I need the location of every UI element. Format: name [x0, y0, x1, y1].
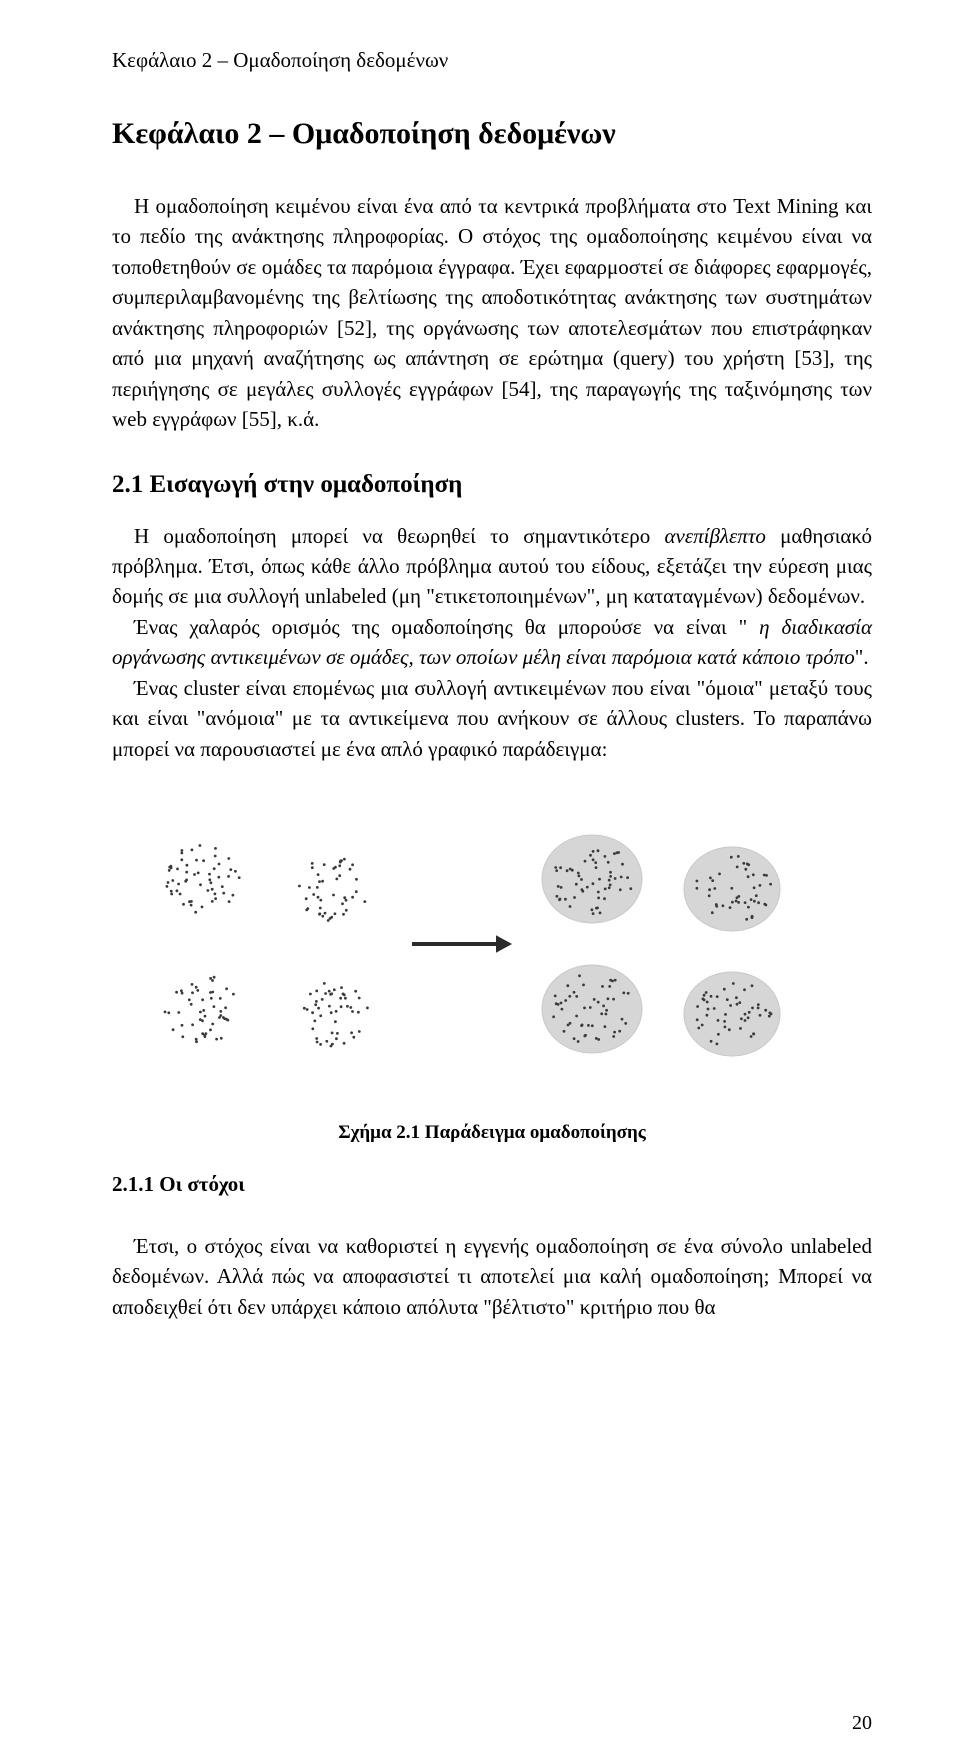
figure-2-1-caption: Σχήμα 2.1 Παράδειγμα ομαδοποίησης [112, 1122, 872, 1144]
intro-paragraph: Η ομαδοποίηση κειμένου είναι ένα από τα … [112, 191, 872, 435]
s21-p2-a: Ένας χαλαρός ορισμός της ομαδοποίησης θα… [134, 615, 759, 639]
page-number: 20 [852, 1712, 872, 1735]
section-2-1-1-title: 2.1.1 Οι στόχοι [112, 1172, 872, 1197]
intro-text: Η ομαδοποίηση κειμένου είναι ένα από τα … [112, 194, 872, 431]
chapter-title: Κεφάλαιο 2 – Ομαδοποίηση δεδομένων [112, 117, 872, 151]
s21-p2-c: ". [855, 645, 869, 669]
s211-p1: Έτσι, ο στόχος είναι να καθοριστεί η εγγ… [112, 1234, 872, 1319]
section-2-1-1-p1: Έτσι, ο στόχος είναι να καθοριστεί η εγγ… [112, 1231, 872, 1322]
section-2-1-p1: Η ομαδοποίηση μπορεί να θεωρηθεί το σημα… [112, 521, 872, 765]
section-2-1-title: 2.1 Εισαγωγή στην ομαδοποίηση [112, 471, 872, 499]
s21-p3: Ένας cluster είναι επομένως μια συλλογή … [112, 676, 872, 761]
figure-2-1 [112, 794, 872, 1094]
clustering-diagram [112, 794, 872, 1094]
page: Κεφάλαιο 2 – Ομαδοποίηση δεδομένων Κεφάλ… [0, 0, 960, 1761]
s21-p1-a: Η ομαδοποίηση μπορεί να θεωρηθεί το σημα… [134, 524, 665, 548]
running-header: Κεφάλαιο 2 – Ομαδοποίηση δεδομένων [112, 48, 872, 73]
s21-p1-b-italic: ανεπίβλεπτο [665, 524, 766, 548]
